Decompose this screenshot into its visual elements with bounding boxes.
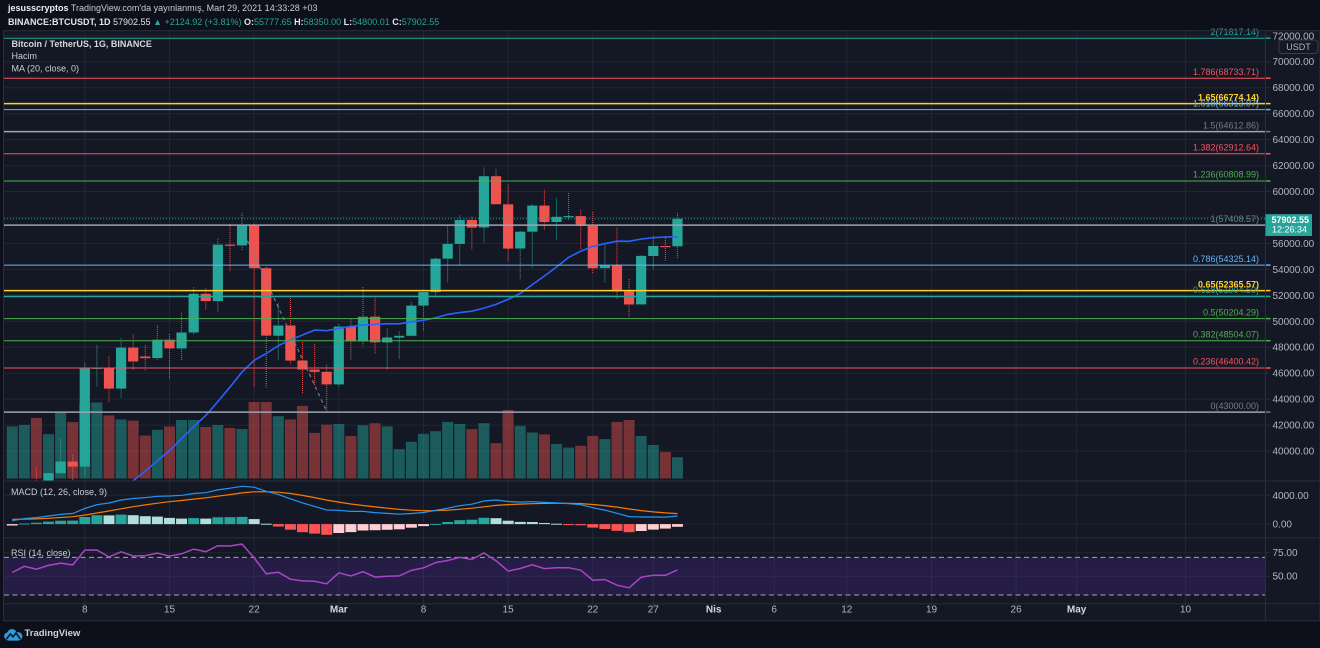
svg-text:1.618(66313.07): 1.618(66313.07) [1193,98,1259,108]
svg-text:USDT: USDT [1286,42,1311,52]
svg-text:0.236(46400.42): 0.236(46400.42) [1193,357,1259,367]
svg-text:44000.00: 44000.00 [1273,395,1315,406]
svg-text:46000.00: 46000.00 [1273,369,1315,380]
svg-text:Nis: Nis [706,605,722,616]
svg-text:12:26:34: 12:26:34 [1272,225,1307,235]
svg-text:RSI (14, close): RSI (14, close) [11,548,71,558]
svg-text:42000.00: 42000.00 [1273,421,1315,432]
svg-text:0(43000.00): 0(43000.00) [1210,401,1259,411]
svg-text:0.786(54325.14): 0.786(54325.14) [1193,254,1259,264]
svg-text:Bitcoin / TetherUS, 1G, BINANC: Bitcoin / TetherUS, 1G, BINANCE [12,39,152,49]
svg-text:1.65(66774.14): 1.65(66774.14) [1198,92,1259,102]
svg-text:56000.00: 56000.00 [1273,239,1315,250]
svg-text:48000.00: 48000.00 [1273,343,1315,354]
svg-text:2(71817.14): 2(71817.14) [1210,27,1259,37]
svg-text:68000.00: 68000.00 [1273,83,1315,94]
svg-text:MACD (12, 26, close, 9): MACD (12, 26, close, 9) [11,487,107,497]
svg-text:50000.00: 50000.00 [1273,317,1315,328]
svg-text:Hacim: Hacim [12,51,38,61]
svg-text:22: 22 [249,605,261,616]
svg-text:6: 6 [771,605,777,616]
svg-text:10: 10 [1180,605,1192,616]
svg-text:57902.55: 57902.55 [1272,215,1310,225]
svg-text:0.65(52365.57): 0.65(52365.57) [1198,279,1259,289]
svg-text:50.00: 50.00 [1273,572,1298,583]
svg-text:15: 15 [503,605,515,616]
svg-text:May: May [1067,605,1087,616]
svg-text:1.786(68733.71): 1.786(68733.71) [1193,67,1259,77]
svg-text:1.236(60808.99): 1.236(60808.99) [1193,170,1259,180]
svg-text:0.382(48504.07): 0.382(48504.07) [1193,329,1259,339]
svg-text:52000.00: 52000.00 [1273,291,1315,302]
svg-text:22: 22 [587,605,599,616]
svg-text:60000.00: 60000.00 [1273,187,1315,198]
svg-text:62000.00: 62000.00 [1273,161,1315,172]
svg-text:12: 12 [841,605,853,616]
svg-text:MA (20, close, 0): MA (20, close, 0) [12,63,80,73]
svg-text:1.5(64612.86): 1.5(64612.86) [1203,120,1259,130]
svg-text:75.00: 75.00 [1273,548,1298,559]
svg-text:0.618(51904.50): 0.618(51904.50) [1193,285,1259,295]
svg-text:27: 27 [648,605,660,616]
svg-text:64000.00: 64000.00 [1273,135,1315,146]
svg-text:40000.00: 40000.00 [1273,447,1315,458]
svg-text:0.00: 0.00 [1273,520,1293,531]
svg-text:66000.00: 66000.00 [1273,109,1315,120]
svg-text:54000.00: 54000.00 [1273,265,1315,276]
svg-text:8: 8 [82,605,88,616]
svg-text:72000.00: 72000.00 [1273,31,1315,42]
svg-text:70000.00: 70000.00 [1273,57,1315,68]
svg-text:4000.00: 4000.00 [1273,491,1310,502]
svg-text:0.5(50204.29): 0.5(50204.29) [1203,307,1259,317]
svg-text:19: 19 [926,605,938,616]
svg-text:15: 15 [164,605,176,616]
svg-text:Mar: Mar [330,605,348,616]
svg-text:26: 26 [1011,605,1023,616]
svg-text:8: 8 [421,605,427,616]
svg-text:1.382(62912.64): 1.382(62912.64) [1193,142,1259,152]
